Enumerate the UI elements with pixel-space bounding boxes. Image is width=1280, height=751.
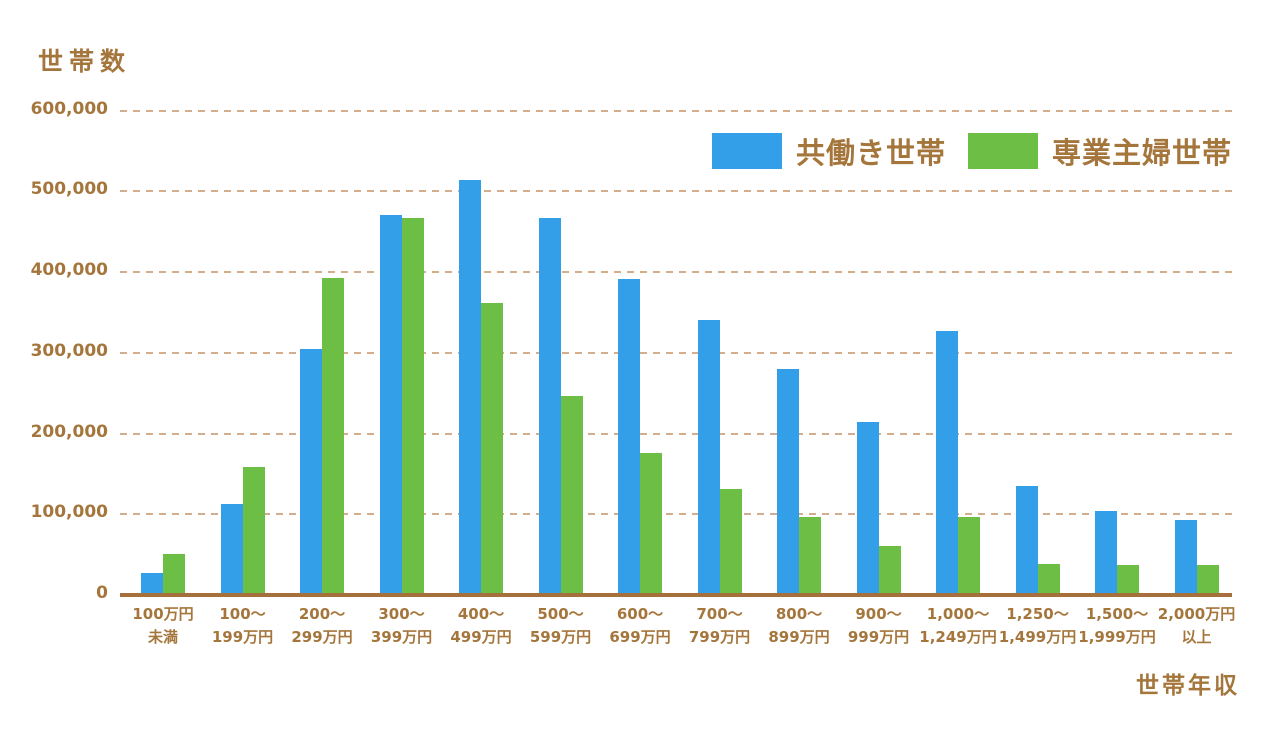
gridline [120,109,1232,112]
x-tick-label: 200〜 299万円 [291,605,353,646]
x-tick-label: 1,500〜 1,999万円 [1078,605,1156,646]
bar-single-income [322,278,344,595]
bar-dual-income [300,348,322,595]
x-tick-label: 800〜 899万円 [768,605,830,646]
x-tick-label: 900〜 999万円 [847,605,910,646]
y-tick-label: 600,000 [30,98,108,119]
gridline [120,432,1232,435]
x-tick-label: 700〜 799万円 [688,605,751,646]
y-tick-label: 400,000 [30,260,108,280]
y-tick-label: 0 [96,583,108,603]
y-axis-title: 世帯数 [38,47,132,76]
bar-single-income [163,553,185,595]
dual-income-label: 共働き世帯 [796,136,947,170]
bar-dual-income [697,320,720,595]
legend: 共働き世帯 専業主婦世帯 [712,130,1232,172]
x-tick-label: 400〜 499万円 [450,605,512,646]
single-income-swatch [968,133,1039,169]
x-axis-title: 世帯年収 [1136,673,1240,699]
bar-single-income [560,396,583,595]
bar-dual-income [459,179,481,595]
y-tick-label: 300,000 [30,340,108,361]
bar-dual-income [777,368,799,595]
bar-single-income [401,217,424,595]
x-tick-label: 1,000〜 1,249万円 [919,605,997,646]
gridline [120,513,1232,516]
bar-dual-income [936,330,958,595]
bar-dual-income [220,503,243,595]
bar-single-income [242,467,265,595]
gridline [120,190,1232,193]
x-tick-label: 300〜 399万円 [370,605,433,646]
bar-dual-income [618,279,640,595]
single-income-label: 専業主婦世帯 [1052,136,1233,170]
x-axis-line [120,593,1232,597]
legend-item-dual-income: 共働き世帯 [712,130,946,172]
bar-single-income [640,452,662,595]
y-tick-label: 100,000 [30,502,108,523]
y-tick-label: 500,000 [30,179,108,200]
bar-dual-income [1174,519,1197,595]
x-tick-label: 2,000万円 以上 [1157,605,1236,646]
gridline [120,271,1232,273]
bar-single-income [719,489,742,595]
x-tick-label: 1,250〜 1,499万円 [998,605,1077,646]
bar-single-income [1037,564,1060,595]
bar-single-income [799,516,821,595]
bar-single-income [481,302,503,595]
x-tick-label: 500〜 599万円 [529,605,592,646]
bar-dual-income [1015,485,1038,595]
x-tick-label: 100万円 未満 [132,605,194,646]
bar-dual-income [538,217,561,595]
x-tick-label: 100〜 199万円 [211,605,274,646]
legend-item-single-income: 専業主婦世帯 [968,130,1232,172]
bar-single-income [1117,565,1139,595]
bar-dual-income [1095,511,1117,595]
x-tick-label: 600〜 699万円 [609,605,671,646]
bar-dual-income [856,422,879,595]
bar-single-income [878,545,901,595]
bar-single-income [1196,565,1219,595]
bar-dual-income [141,573,163,595]
gridline [120,351,1232,354]
y-tick-label: 200,000 [30,421,108,442]
bar-single-income [958,516,980,595]
dual-income-swatch [712,133,782,169]
bar-dual-income [379,215,402,595]
